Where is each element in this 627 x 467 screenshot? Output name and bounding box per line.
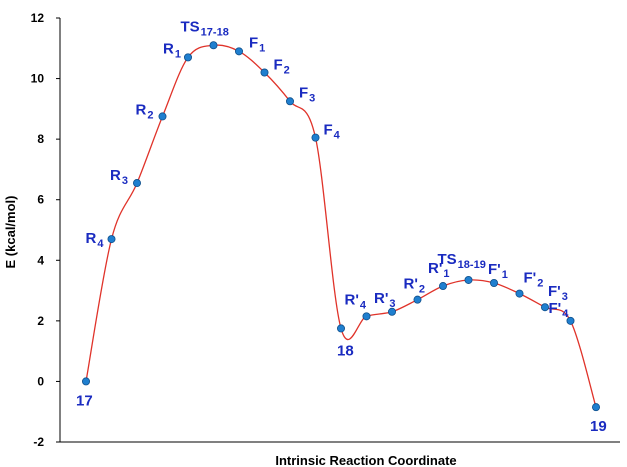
point-label-main: F [324, 122, 333, 139]
point-label: R'2 [404, 276, 426, 296]
point-label: F2 [274, 57, 290, 77]
point-label-subscript: 3 [562, 291, 568, 303]
data-point-marker [183, 53, 192, 62]
point-label-main: F [249, 34, 258, 51]
point-label: R1 [163, 40, 181, 60]
data-point-marker [464, 275, 473, 284]
point-label-subscript: 3 [122, 175, 128, 187]
point-label-main: R' [428, 260, 442, 277]
point-label-main: R [86, 230, 97, 247]
point-label: 18 [337, 342, 354, 359]
point-label-main: F [274, 57, 283, 74]
point-label: R2 [136, 101, 154, 121]
data-point-marker [541, 303, 550, 312]
point-label-main: R [136, 101, 147, 118]
point-label: 19 [590, 418, 607, 435]
point-label-main: 17 [76, 392, 93, 409]
data-point-marker [387, 307, 396, 316]
y-tick-label: 0 [37, 374, 44, 388]
data-point-marker [362, 312, 371, 321]
data-point-marker [132, 179, 141, 188]
point-label-subscript: 4 [334, 130, 341, 142]
point-label: R'4 [345, 291, 367, 311]
point-label-main: TS [181, 18, 200, 35]
point-label: F'4 [549, 300, 570, 320]
point-label-subscript: 18-19 [458, 259, 486, 271]
point-label: R3 [110, 167, 128, 187]
data-point-marker [82, 377, 91, 386]
point-label: R4 [86, 230, 105, 250]
data-point-marker [158, 112, 167, 121]
point-label-subscript: 1 [502, 269, 508, 281]
point-label-subscript: 4 [562, 308, 569, 320]
point-label-subscript: 2 [284, 65, 290, 77]
data-point-marker [336, 324, 345, 333]
y-tick-label: 6 [37, 193, 44, 207]
point-label-main: 19 [590, 418, 607, 435]
data-point-marker [285, 97, 294, 106]
point-label-main: R' [404, 276, 418, 293]
point-label: F'3 [548, 283, 568, 303]
point-label: F3 [299, 84, 315, 104]
point-label: TS18-19 [438, 251, 486, 271]
point-label-subscript: 2 [419, 284, 425, 296]
data-point-marker [234, 47, 243, 56]
point-label-main: R' [374, 290, 388, 307]
point-label-main: F [299, 84, 308, 101]
point-label: R'3 [374, 290, 396, 310]
data-point-marker [107, 235, 116, 244]
y-tick-label: 12 [31, 11, 45, 25]
point-label-subscript: 2 [147, 109, 153, 121]
point-label-subscript: 1 [259, 42, 265, 54]
point-label: F1 [249, 34, 265, 54]
point-label: F'2 [524, 270, 544, 290]
data-point-marker [489, 278, 498, 287]
point-label-main: R [110, 167, 121, 184]
data-point-marker [260, 68, 269, 77]
data-point-marker [515, 289, 524, 298]
point-label-main: TS [438, 251, 457, 268]
point-label-subscript: 1 [443, 268, 449, 280]
y-axis-ticks: -2 0 2 4 6 8 10 12 [31, 11, 60, 449]
data-point-marker [209, 41, 218, 50]
point-label-subscript: 3 [309, 92, 315, 104]
point-label-subscript: 1 [175, 48, 181, 60]
data-point-marker [438, 282, 447, 291]
y-axis-title: E (kcal/mol) [3, 196, 18, 269]
y-tick-label: 2 [37, 314, 44, 328]
point-label-main: F' [524, 270, 537, 287]
point-label-subscript: 17-18 [201, 26, 229, 38]
point-label-subscript: 3 [389, 298, 395, 310]
point-label-subscript: 4 [97, 238, 104, 250]
point-label: 17 [76, 392, 93, 409]
point-label: F4 [324, 122, 341, 142]
point-label-main: F' [549, 300, 562, 317]
point-label-main: F' [488, 261, 501, 278]
data-point-marker [566, 316, 575, 325]
point-label-main: R [163, 40, 174, 57]
point-label: F'1 [488, 261, 508, 281]
data-points [82, 41, 601, 412]
y-tick-label: 8 [37, 132, 44, 146]
y-tick-label: -2 [33, 435, 44, 449]
point-label-main: R' [345, 291, 359, 308]
point-label-main: F' [548, 283, 561, 300]
y-tick-label: 10 [31, 72, 45, 86]
data-point-marker [592, 403, 601, 412]
point-label-subscript: 4 [360, 299, 367, 311]
point-label: TS17-18 [181, 18, 229, 38]
point-label: R'1 [428, 260, 450, 280]
point-label-subscript: 2 [537, 278, 543, 290]
y-tick-label: 4 [37, 253, 44, 267]
data-point-marker [311, 133, 320, 142]
point-label-main: 18 [337, 342, 354, 359]
data-point-marker [413, 295, 422, 304]
x-axis-title: Intrinsic Reaction Coordinate [275, 453, 456, 467]
